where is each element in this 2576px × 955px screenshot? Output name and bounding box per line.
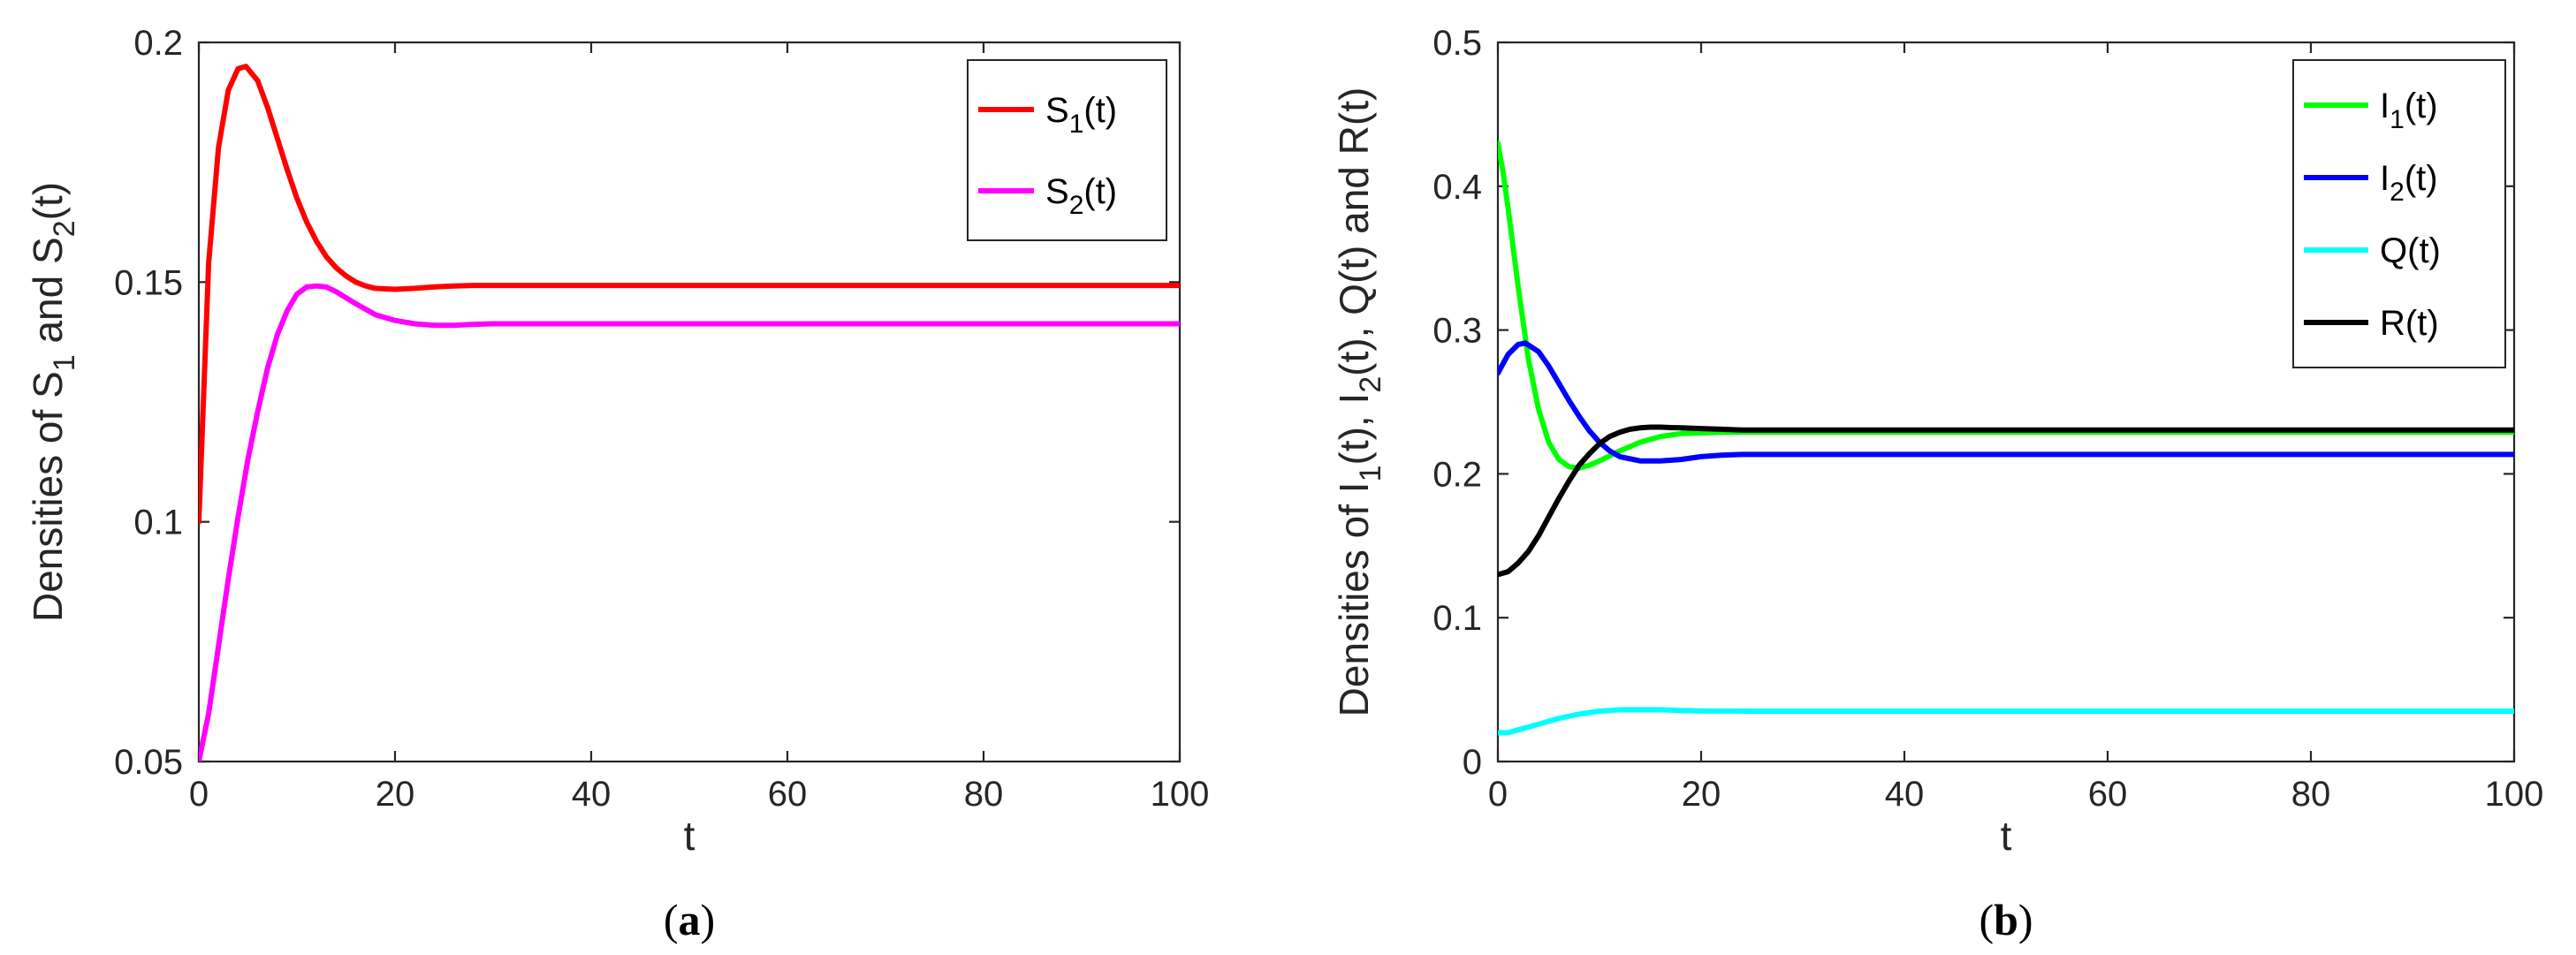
x-tick-label: 100 — [1151, 775, 1210, 814]
series-line-qt — [1498, 707, 2514, 736]
legend-label-tail: (t) — [2405, 87, 2438, 125]
legend-label-tail: (t) — [2405, 304, 2439, 343]
plot-frame — [197, 41, 1182, 763]
x-tick-label: 100 — [2485, 775, 2544, 814]
legend-box — [2292, 59, 2506, 368]
y-tick-label: 0.05 — [114, 743, 183, 782]
x-tick-label: 60 — [768, 775, 808, 814]
panel-caption: (a) — [664, 895, 715, 944]
series-line-s2t — [199, 283, 1180, 762]
series-line-i2t — [1498, 340, 2514, 464]
y-label-part: Densities of I — [1331, 481, 1377, 716]
x-axis-label: t — [2001, 813, 2012, 859]
legend-label-sub: 1 — [2390, 105, 2405, 134]
y-axis-label: Densities of I1(t), I2(t), Q(t) and R(t) — [1331, 87, 1387, 717]
y-label-part: (t), Q(t) and R(t) — [1331, 87, 1377, 376]
legend-label-tail: (t) — [1083, 91, 1117, 130]
y-label-sub: 1 — [48, 354, 81, 371]
x-tick-label: 80 — [964, 775, 1004, 814]
legend-label-sub: 1 — [1069, 110, 1084, 139]
caption-paren: ) — [701, 895, 716, 944]
legend-box — [967, 59, 1167, 241]
legend-label: I1(t) — [2380, 87, 2438, 134]
legend-label: S1(t) — [1045, 91, 1117, 139]
legend-label-base: Q — [2380, 231, 2407, 270]
legend: S1(t)S2(t) — [967, 59, 1167, 241]
y-tick-label: 0 — [1463, 743, 1482, 782]
x-tick-label: 80 — [2291, 775, 2331, 814]
y-label-sub: 2 — [1354, 376, 1387, 393]
y-tick-label: 0.5 — [1432, 24, 1482, 63]
legend-label-base: I — [2380, 159, 2390, 198]
plot-frame — [1496, 41, 2516, 763]
legend-label-tail: (t) — [1083, 172, 1117, 211]
x-tick-label: 40 — [572, 775, 612, 814]
caption-paren: ( — [664, 895, 679, 944]
x-axis-label: t — [684, 813, 695, 859]
caption-letter: b — [1994, 895, 2018, 944]
caption-paren: ) — [2018, 895, 2033, 944]
y-tick-label: 0.1 — [1432, 599, 1482, 638]
legend-label-tail: (t) — [2407, 231, 2441, 270]
legend-label-base: S — [1045, 91, 1069, 130]
y-tick-label: 0.15 — [114, 263, 183, 302]
y-tick-label: 0.4 — [1432, 168, 1482, 207]
y-axis-label: Densities of S1 and S2(t) — [25, 182, 81, 622]
series-line-s1t — [199, 64, 1180, 525]
y-tick-label: 0.3 — [1432, 312, 1482, 351]
y-label-part: (t) — [25, 182, 71, 220]
legend: I1(t)I2(t)Q(t)R(t) — [2292, 59, 2506, 368]
y-label-part: (t), I — [1331, 393, 1377, 466]
x-tick-label: 0 — [1488, 775, 1508, 814]
caption-paren: ( — [1979, 895, 1994, 944]
y-tick-label: 0.2 — [1432, 455, 1482, 494]
x-tick-label: 0 — [189, 775, 209, 814]
legend-label: S2(t) — [1045, 172, 1117, 220]
y-label-part: Densities of S — [25, 371, 71, 622]
y-label-sub: 1 — [1354, 465, 1387, 481]
panel-b: 0 20 40 60 80 100 0 0.1 0.2 0.3 0.4 0.5 t Densities o… — [1331, 24, 2543, 944]
legend-label: R(t) — [2380, 304, 2439, 343]
x-tick-label: 20 — [1682, 775, 1721, 814]
y-tick-label: 0.2 — [133, 24, 183, 63]
legend-label-base: R — [2380, 304, 2405, 343]
legend-label: I2(t) — [2380, 159, 2438, 207]
legend-label-base: I — [2380, 87, 2390, 125]
y-tick-label: 0.1 — [133, 504, 183, 542]
caption-letter: a — [679, 895, 701, 944]
x-tick-label: 60 — [2088, 775, 2128, 814]
panel-caption: (b) — [1979, 895, 2033, 944]
panel-a: 0 20 40 60 80 100 0.05 0.1 0.15 0.2 t Densities of … — [25, 24, 1209, 944]
x-tick-label: 20 — [376, 775, 415, 814]
y-label-sub: 2 — [48, 220, 81, 237]
legend-label-sub: 2 — [2390, 178, 2405, 207]
series-line-rt — [1498, 424, 2514, 578]
legend-label-tail: (t) — [2405, 159, 2438, 198]
legend-label: Q(t) — [2380, 231, 2441, 270]
x-tick-label: 40 — [1885, 775, 1925, 814]
y-label-part: and S — [25, 237, 71, 354]
legend-label-base: S — [1045, 172, 1069, 211]
legend-label-sub: 2 — [1069, 191, 1084, 220]
